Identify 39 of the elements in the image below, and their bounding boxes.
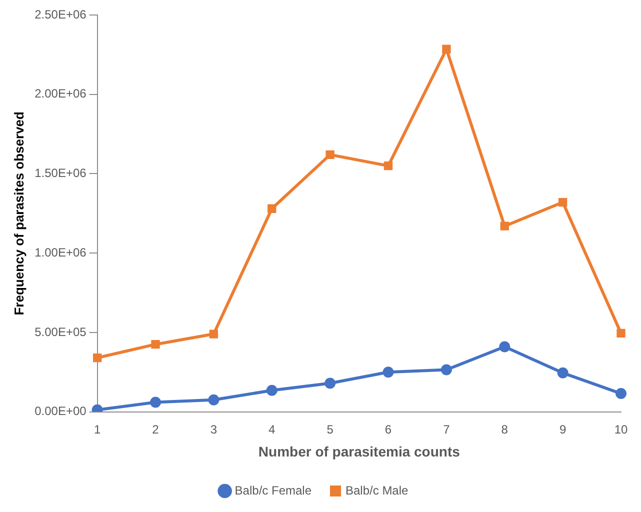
x-tick-label: 8 (501, 422, 508, 436)
x-tick-label: 4 (268, 422, 276, 436)
point (150, 396, 161, 408)
point (440, 364, 452, 376)
x-tick-label: 10 (614, 422, 628, 436)
x-tick-label: 9 (559, 422, 566, 436)
x-tick-label: 2 (152, 422, 160, 436)
y-tick-label: 1.00E+06 (34, 245, 87, 260)
y-axis-title: Frequency of parasites observed (11, 111, 26, 316)
point (326, 150, 334, 159)
point (208, 394, 220, 406)
y-tick-label: 5.00E+05 (34, 324, 87, 339)
y-tick-label: 0.00E+00 (34, 404, 87, 418)
point (384, 161, 393, 170)
x-tick-label: 6 (384, 422, 392, 436)
point (499, 341, 510, 352)
point (266, 384, 278, 396)
x-tick-label: 1 (94, 422, 101, 436)
point (616, 328, 626, 338)
x-tick-label: 5 (326, 422, 334, 436)
point (557, 367, 568, 378)
point (442, 44, 451, 54)
point (151, 340, 160, 349)
legend-label: Balb/c Female (234, 483, 312, 498)
point (382, 366, 394, 378)
point (209, 330, 218, 338)
point (92, 354, 102, 362)
y-tick-label: 2.50E+06 (34, 7, 87, 22)
point (324, 378, 336, 389)
y-tick-label: 1.50E+06 (34, 166, 87, 180)
x-tick-label: 7 (443, 422, 450, 436)
point (558, 198, 568, 207)
x-tick-label: 3 (210, 422, 218, 436)
x-axis-title: Number of parasitemia counts (258, 443, 460, 460)
point (616, 388, 626, 400)
legend-label: Balb/c Male (346, 483, 409, 498)
y-tick-label: 2.00E+06 (34, 86, 87, 101)
point (500, 222, 509, 230)
point (268, 204, 276, 213)
